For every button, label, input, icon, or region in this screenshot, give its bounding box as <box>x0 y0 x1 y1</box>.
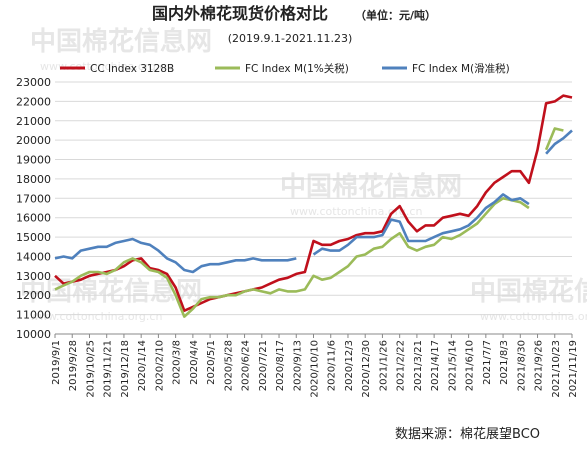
series-line <box>54 237 297 274</box>
x-tick-label: 2021/1/26 <box>378 340 389 391</box>
series-line <box>312 193 530 256</box>
y-tick-label: 15000 <box>16 231 51 244</box>
x-tick-label: 2019/12/18 <box>120 340 131 398</box>
y-tick-label: 12000 <box>16 289 51 302</box>
x-tick-label: 2021/10/23 <box>551 340 562 398</box>
y-tick-label: 10000 <box>16 328 51 341</box>
source: 数据来源：棉花展望BCO <box>395 426 540 442</box>
legend-label: CC Index 3128B <box>90 63 174 75</box>
legend-label: FC Index M(1%关税) <box>245 62 349 75</box>
y-tick-label: 20000 <box>16 134 51 147</box>
x-tick-label: 2021/11/19 <box>568 340 579 398</box>
watermark-url: www.cottonchina.org.cn <box>30 310 162 323</box>
x-tick-label: 2020/1/14 <box>137 340 148 391</box>
y-tick-label: 17000 <box>16 192 51 205</box>
legend-label: FC Index M(滑准税) <box>412 62 510 75</box>
x-tick-label: 2020/3/8 <box>172 340 183 385</box>
x-tick-label: 2019/10/25 <box>85 340 96 398</box>
y-tick-label: 11000 <box>16 309 51 322</box>
watermark-text: 中国棉花信息网 <box>470 276 587 307</box>
y-tick-label: 16000 <box>16 212 51 225</box>
x-tick-label: 2020/5/1 <box>206 340 217 385</box>
x-tick-label: 2021/5/14 <box>447 340 458 391</box>
y-tick-label: 22000 <box>16 95 51 108</box>
watermark-text: 中国棉花信息网 <box>280 171 462 202</box>
chart-subtitle: (2019.9.1-2021.11.23) <box>228 32 353 45</box>
x-tick-label: 2021/2/22 <box>396 340 407 391</box>
watermark: 中国棉花信息网 www.cottonchina.org.cn 中国棉花信息网 www.… <box>20 26 587 323</box>
x-tick-label: 2020/4/4 <box>189 340 200 385</box>
x-tick-label: 2020/2/10 <box>154 340 165 391</box>
watermark-url: www.cottonchina.org.cn <box>480 310 587 323</box>
x-tick-label: 2020/6/24 <box>241 340 252 391</box>
y-tick-label: 13000 <box>16 270 51 283</box>
x-tick-label: 2019/11/21 <box>103 340 114 398</box>
y-tick-label: 19000 <box>16 154 51 167</box>
x-tick-label: 2020/11/6 <box>327 340 338 391</box>
x-tick-label: 2021/8/3 <box>499 340 510 385</box>
x-tick-label: 2021/6/10 <box>465 340 476 391</box>
x-tick-label: 2020/8/17 <box>275 340 286 391</box>
series-line <box>545 129 573 155</box>
y-tick-label: 21000 <box>16 115 51 128</box>
x-tick-label: 2021/9/26 <box>534 340 545 391</box>
series-line <box>54 94 573 312</box>
watermark-text: 中国棉花信息网 <box>30 26 212 57</box>
x-tick-label: 2021/8/30 <box>516 340 527 391</box>
x-tick-label: 2020/12/3 <box>344 340 355 391</box>
unit-note: （单位：元/吨） <box>355 8 436 22</box>
y-tick-label: 18000 <box>16 173 51 186</box>
x-tick-label: 2019/9/28 <box>68 340 79 391</box>
x-tick-label: 2020/10/10 <box>310 340 321 398</box>
series-line <box>544 127 564 151</box>
chart-title: 国内外棉花现货价格对比 <box>152 4 328 23</box>
x-tick-label: 2021/7/7 <box>482 340 493 385</box>
x-tick-label: 2020/12/30 <box>361 340 372 398</box>
x-tick-label: 2021/4/17 <box>430 340 441 391</box>
y-tick-label: 14000 <box>16 250 51 263</box>
x-tick-label: 2019/9/1 <box>51 340 62 385</box>
x-tick-label: 2021/3/21 <box>413 340 424 391</box>
x-tick-label: 2020/5/28 <box>223 340 234 391</box>
series-line <box>54 197 530 318</box>
y-tick-label: 23000 <box>16 76 51 89</box>
watermark-url: www.cottonchina.org.cn <box>40 60 172 73</box>
x-tick-label: 2020/9/13 <box>292 340 303 391</box>
x-tick-label: 2020/7/21 <box>258 340 269 391</box>
